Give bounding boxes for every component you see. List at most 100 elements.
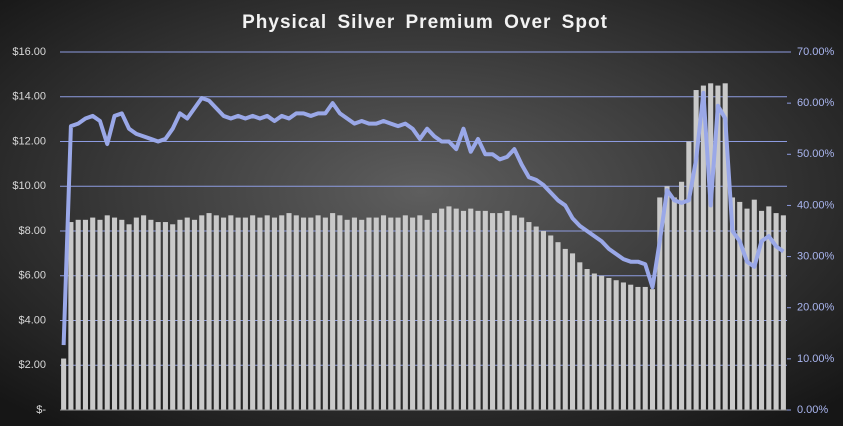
bar [133, 217, 139, 410]
bar [199, 215, 205, 410]
bar [693, 90, 699, 410]
bar [635, 286, 641, 410]
bar [577, 262, 583, 410]
bar [279, 215, 285, 410]
y-tick-label: $- [36, 404, 46, 416]
bar [540, 231, 546, 410]
y2-tick-label: 30.00% [797, 250, 835, 262]
bar [104, 215, 110, 410]
bar [664, 186, 670, 410]
bar [657, 197, 663, 410]
bar [75, 219, 81, 410]
bar [351, 217, 357, 410]
bar [722, 83, 728, 410]
bar [228, 215, 234, 410]
bar [301, 217, 307, 410]
bar [170, 224, 176, 410]
bar [177, 219, 183, 410]
bar [315, 215, 321, 410]
chart-title: Physical Silver Premium Over Spot [242, 12, 608, 33]
bar [686, 141, 692, 410]
bar [213, 215, 219, 410]
y-tick-label: $2.00 [18, 359, 46, 371]
bar [628, 284, 634, 410]
bar [599, 275, 605, 410]
bar [359, 219, 365, 410]
bar [533, 226, 539, 410]
y2-tick-label: 60.00% [797, 97, 835, 109]
y-tick-label: $8.00 [18, 225, 46, 237]
bar [468, 208, 474, 410]
bar [591, 273, 597, 410]
bar [235, 217, 241, 410]
y-tick-label: $14.00 [12, 91, 46, 103]
y-tick-label: $12.00 [12, 135, 46, 147]
bar [264, 215, 270, 410]
bar [715, 85, 721, 410]
bar [519, 217, 525, 410]
bar [148, 219, 154, 410]
bar [250, 215, 256, 410]
bar [373, 217, 379, 410]
y2-tick-label: 50.00% [797, 148, 835, 160]
bar [61, 358, 67, 410]
bar [380, 215, 387, 410]
bar [729, 197, 736, 410]
bar [82, 219, 88, 410]
bar [431, 213, 437, 410]
bar [460, 210, 467, 410]
bar [439, 208, 445, 410]
y2-tick-label: 0.00% [797, 404, 828, 416]
bar [548, 235, 554, 410]
bar [162, 222, 168, 410]
y2-tick-label: 70.00% [797, 46, 835, 58]
bar [679, 181, 685, 410]
bar [286, 213, 292, 410]
line [61, 90, 785, 346]
bar [584, 269, 590, 410]
bar [126, 224, 132, 410]
bar [526, 222, 532, 410]
bar [90, 217, 96, 410]
bar [337, 215, 343, 410]
bar [111, 217, 118, 410]
y2-tick-label: 20.00% [797, 302, 835, 314]
y-tick-label: $4.00 [18, 314, 46, 326]
bar [671, 197, 677, 410]
bar [766, 206, 772, 410]
bar [257, 217, 263, 410]
bar [155, 222, 161, 410]
bar [221, 217, 227, 410]
bar [388, 217, 394, 410]
bar [606, 277, 612, 410]
bar [119, 219, 125, 410]
bar [482, 210, 488, 410]
bar [708, 83, 714, 410]
bar [68, 222, 74, 410]
bar [649, 289, 656, 410]
bar [395, 217, 401, 410]
bar [344, 219, 350, 410]
bar [410, 217, 416, 410]
bar [759, 210, 765, 410]
bar [497, 213, 503, 410]
bar [737, 201, 743, 410]
y2-tick-label: 10.00% [797, 353, 835, 365]
bar [322, 217, 328, 410]
bar [402, 215, 408, 410]
bar [191, 219, 198, 410]
bar [271, 217, 278, 410]
y-tick-label: $10.00 [12, 180, 46, 192]
bar [417, 215, 423, 410]
bar [511, 215, 517, 410]
bar [475, 210, 481, 410]
bar [141, 215, 147, 410]
bar [97, 219, 103, 410]
bar [620, 282, 626, 410]
bar [490, 213, 496, 410]
bar [773, 213, 779, 410]
bar [242, 217, 248, 410]
bar [562, 248, 568, 410]
